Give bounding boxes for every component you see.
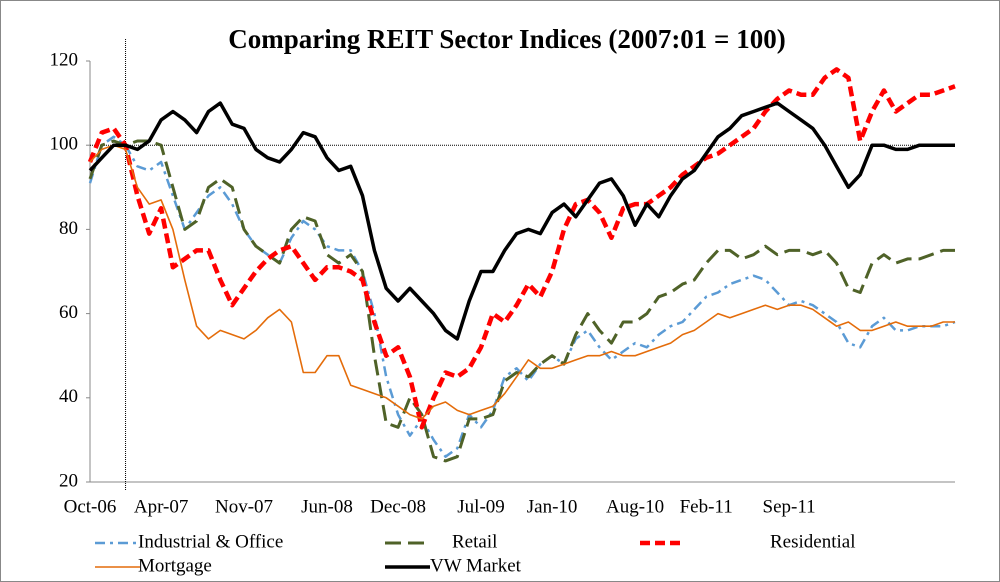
legend-label: Retail xyxy=(452,531,497,552)
y-tick-label: 100 xyxy=(50,134,79,155)
x-tick-label: Apr-07 xyxy=(134,496,189,517)
x-tick-label: Jun-08 xyxy=(301,496,353,517)
x-tick-label: Aug-10 xyxy=(606,496,664,517)
y-tick-label: 20 xyxy=(59,470,78,491)
series-line xyxy=(88,135,956,458)
chart-title: Comparing REIT Sector Indices (2007:01 =… xyxy=(228,24,785,54)
x-tick-label: Sep-11 xyxy=(763,496,816,517)
legend-label: Industrial & Office xyxy=(138,531,283,552)
series-line xyxy=(88,101,955,341)
y-tick-label: 40 xyxy=(59,386,78,407)
x-tick-label: Jul-09 xyxy=(457,496,505,517)
series-line xyxy=(87,67,956,430)
x-tick-label: Dec-08 xyxy=(370,496,426,517)
y-tick-label: 60 xyxy=(59,302,78,323)
series-line xyxy=(88,139,955,463)
y-tick-label: 120 xyxy=(50,49,79,70)
series-line xyxy=(89,144,955,420)
y-tick-label: 80 xyxy=(59,218,78,239)
x-tick-label: Feb-11 xyxy=(680,496,733,517)
legend-label: VW Market xyxy=(430,555,522,576)
x-tick-label: Nov-07 xyxy=(215,496,273,517)
legend-label: Residential xyxy=(770,531,855,552)
x-tick-label: Oct-06 xyxy=(64,496,117,517)
x-tick-label: Jan-10 xyxy=(527,496,578,517)
legend-label: Mortgage xyxy=(138,555,212,576)
